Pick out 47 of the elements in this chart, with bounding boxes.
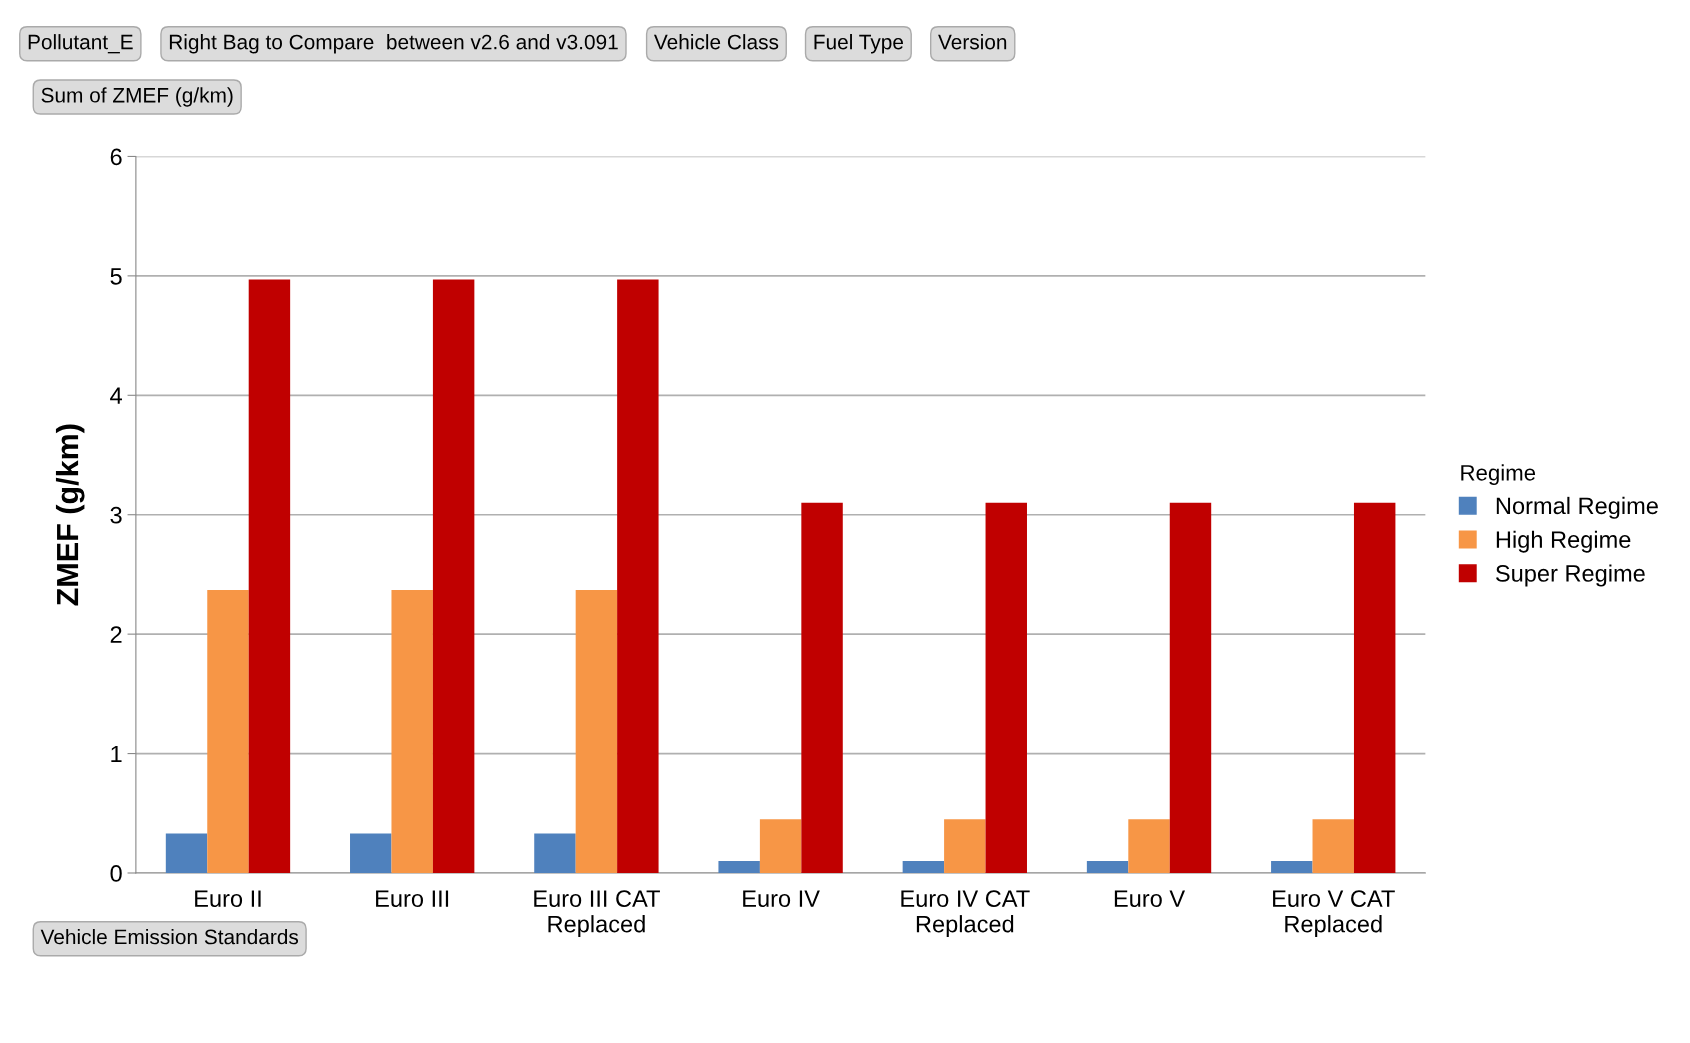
y-tick-label: 5 <box>110 268 122 285</box>
legend-label: Super Regime <box>1495 564 1645 587</box>
legend-label: Normal Regime <box>1496 496 1658 519</box>
bar <box>759 819 802 873</box>
bar <box>1086 861 1129 873</box>
bar <box>207 589 249 873</box>
y-tick-label: 0 <box>110 865 122 882</box>
text: Version <box>938 34 1007 50</box>
bar <box>248 279 291 873</box>
bar <box>944 819 986 873</box>
text: Fuel Type <box>814 34 904 54</box>
y-tick-label: 6 <box>110 148 122 166</box>
x-tick-label: Euro III <box>376 890 449 907</box>
bar <box>391 589 433 873</box>
y-tick-label: 1 <box>111 745 122 763</box>
bar <box>1353 502 1396 873</box>
bar <box>1271 861 1313 873</box>
y-axis-title: ZMEF (g/km) <box>55 424 85 606</box>
x-tick-label: Euro IV <box>743 890 820 907</box>
y-tick-label: 4 <box>110 387 122 404</box>
bar <box>165 833 208 873</box>
text: Pollutant_E <box>28 34 133 54</box>
legend-label: High Regime <box>1496 530 1631 553</box>
bar <box>985 502 1027 873</box>
x-axis-title: Vehicle Emission Standards <box>40 928 299 945</box>
x-tick-label: Euro V <box>1114 890 1186 907</box>
x-tick-label: Euro V CAT Replaced <box>1273 890 1395 938</box>
x-tick-label: Euro IV CAT Replaced <box>901 890 1030 938</box>
text: Vehicle Class <box>653 34 779 50</box>
y-tick-label: 3 <box>110 506 122 524</box>
x-tick-label: Euro III CAT Replaced <box>534 890 660 938</box>
text: Right Bag to Compare between v2.6 and v3.091 <box>169 34 618 54</box>
bar <box>718 861 760 873</box>
bar <box>432 279 475 873</box>
y-tick-label: 2 <box>110 626 122 643</box>
x-tick-label: Euro II <box>195 890 261 907</box>
bar <box>575 589 618 873</box>
bar <box>534 833 576 873</box>
text: Sum of ZMEF (g/km) <box>41 87 233 107</box>
bar <box>801 502 843 873</box>
legend-title: Regime <box>1461 464 1536 486</box>
bar <box>1128 819 1170 873</box>
bar <box>350 833 392 873</box>
bar <box>617 279 659 873</box>
bar <box>1312 819 1354 873</box>
bar <box>902 861 945 873</box>
bar <box>1169 502 1212 873</box>
